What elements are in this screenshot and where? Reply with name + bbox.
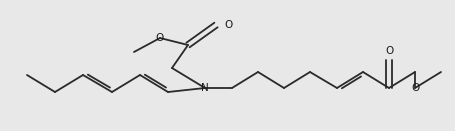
Text: O: O	[385, 46, 393, 56]
Text: O: O	[156, 33, 164, 43]
Text: O: O	[224, 20, 232, 30]
Text: O: O	[411, 83, 419, 93]
Text: N: N	[201, 83, 209, 93]
